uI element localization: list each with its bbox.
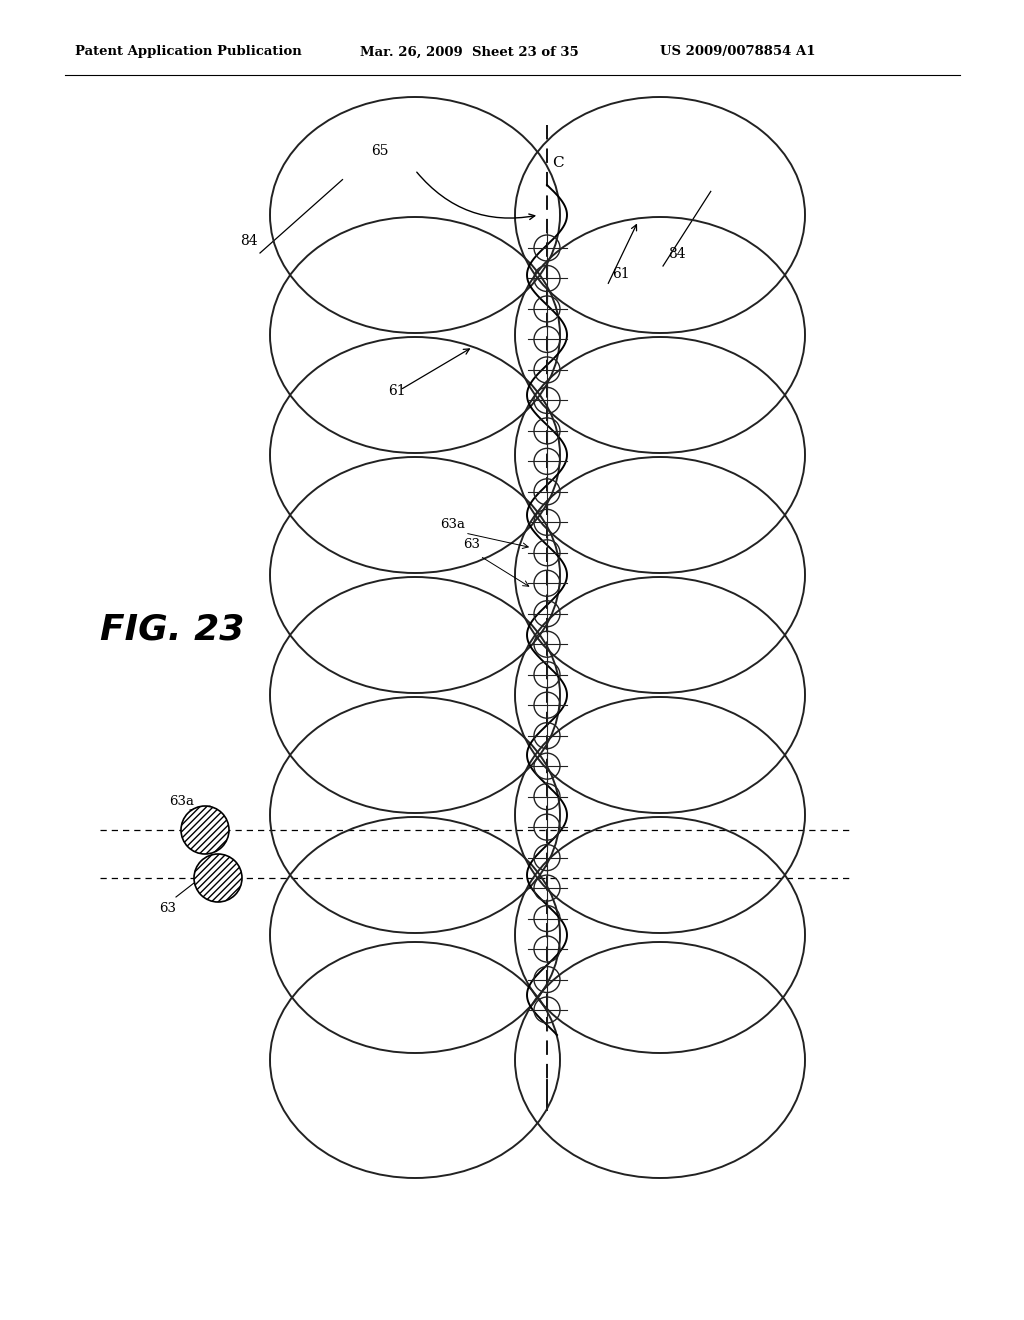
Circle shape <box>181 807 229 854</box>
Text: 61: 61 <box>388 384 406 399</box>
Text: 63a: 63a <box>440 517 465 531</box>
Text: 65: 65 <box>372 144 389 158</box>
Text: 63: 63 <box>160 902 176 915</box>
Text: 61: 61 <box>612 267 630 281</box>
Text: C: C <box>552 156 564 170</box>
Text: FIG. 23: FIG. 23 <box>100 612 245 647</box>
Text: Mar. 26, 2009  Sheet 23 of 35: Mar. 26, 2009 Sheet 23 of 35 <box>360 45 579 58</box>
Text: 84: 84 <box>240 234 258 248</box>
Text: 63: 63 <box>463 539 480 550</box>
Text: 84: 84 <box>668 247 686 261</box>
Text: Patent Application Publication: Patent Application Publication <box>75 45 302 58</box>
Text: 63a: 63a <box>170 795 195 808</box>
Text: US 2009/0078854 A1: US 2009/0078854 A1 <box>660 45 815 58</box>
Circle shape <box>194 854 242 902</box>
